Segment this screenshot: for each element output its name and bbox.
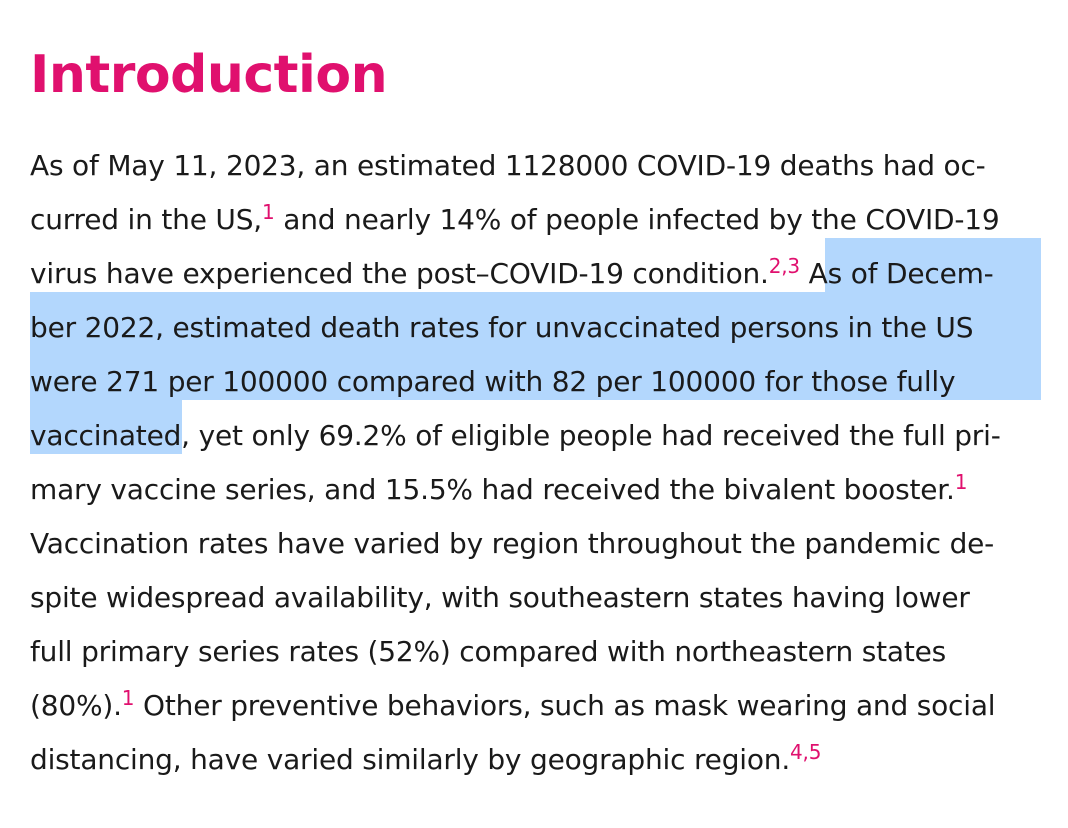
paragraph-line: virus have experienced the post–COVID-19… [30, 247, 994, 301]
line-text: mary vaccine series, and 15.5% had recei… [30, 473, 955, 506]
paragraph-line: ber 2022, estimated death rates for unva… [30, 301, 973, 355]
line-text: curred in the US, [30, 203, 263, 236]
line-text: As of May 11, 2023, an estimated 1128000… [30, 149, 986, 182]
reference-link[interactable]: 1 [121, 686, 135, 710]
paragraph-line: As of May 11, 2023, an estimated 1128000… [30, 139, 986, 193]
paragraph-line: (80%).1 Other preventive behaviors, such… [30, 679, 996, 733]
line-text: were 271 per 100000 compared with 82 per… [30, 365, 956, 398]
line-text: vaccinated, yet only 69.2% of eligible p… [30, 419, 1001, 452]
paragraph-line: full primary series rates (52%) compared… [30, 625, 946, 679]
reference-link[interactable]: 4,5 [790, 740, 822, 764]
line-text: As of Decem- [799, 257, 994, 290]
paragraph-line: Vaccination rates have varied by region … [30, 517, 994, 571]
selection-highlight-part [30, 346, 1041, 400]
selection-highlight-part [30, 292, 1041, 346]
reference-link[interactable]: 1 [262, 200, 275, 224]
line-text: Other preventive behaviors, such as mask… [134, 689, 996, 722]
line-text: ber 2022, estimated death rates for unva… [30, 311, 974, 344]
section-heading: Introduction [30, 45, 388, 105]
selection-highlight-part [825, 238, 1041, 300]
line-text: spite widespread availability, with sout… [30, 581, 970, 614]
line-text: (80%). [30, 689, 122, 722]
line-text: Vaccination rates have varied by region … [30, 527, 995, 560]
paragraph-line: distancing, have varied similarly by geo… [30, 733, 821, 787]
line-text: full primary series rates (52%) compared… [30, 635, 947, 668]
reference-link[interactable]: 2,3 [768, 254, 800, 278]
line-text: virus have experienced the post–COVID-19… [30, 257, 769, 290]
line-text: distancing, have varied similarly by geo… [30, 743, 791, 776]
paragraph-line: vaccinated, yet only 69.2% of eligible p… [30, 409, 1001, 463]
paragraph-line: spite widespread availability, with sout… [30, 571, 970, 625]
selection-highlight-part [30, 400, 182, 454]
line-text: and nearly 14% of people infected by the… [274, 203, 1000, 236]
paragraph-line: mary vaccine series, and 15.5% had recei… [30, 463, 967, 517]
paragraph-line: were 271 per 100000 compared with 82 per… [30, 355, 956, 409]
reference-link[interactable]: 1 [954, 470, 968, 494]
paragraph-line: curred in the US,1 and nearly 14% of peo… [30, 193, 1000, 247]
